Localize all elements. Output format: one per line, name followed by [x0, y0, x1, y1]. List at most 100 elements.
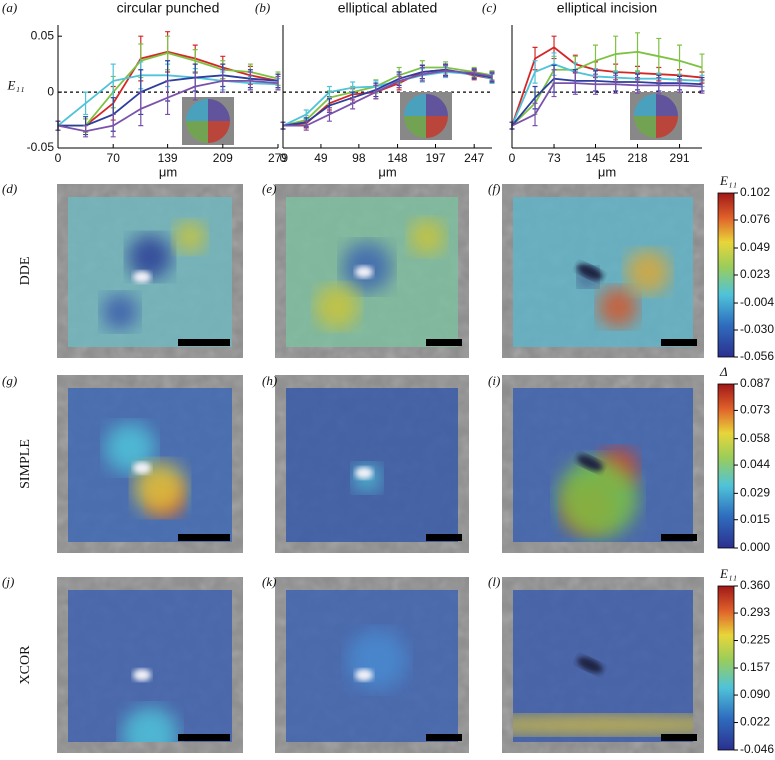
scale-bar — [178, 339, 230, 346]
x-tick-label: 291 — [670, 151, 690, 165]
panel-label: (b) — [255, 0, 270, 15]
panel-label: (d) — [2, 181, 17, 196]
colorbar-tick-label: 0.058 — [740, 431, 770, 445]
panel-label: (i) — [488, 373, 500, 388]
series-line — [511, 50, 703, 127]
overlay-blob — [315, 285, 359, 329]
colorbar-tick-label: 0.073 — [740, 403, 770, 417]
y-tick-label: 0.05 — [31, 28, 55, 42]
colorbar-tick-label: 0.102 — [740, 185, 770, 199]
panel-label: (k) — [262, 574, 276, 589]
overlay-blobs — [102, 221, 206, 330]
inset-sector — [426, 94, 448, 116]
series-line — [57, 80, 279, 133]
colorbar-tick-label: 0.000 — [740, 540, 770, 554]
scale-bar — [661, 339, 697, 346]
x-tick-label: 218 — [627, 151, 647, 165]
series-line — [282, 68, 493, 127]
panel-label: (g) — [2, 373, 17, 388]
x-tick-label: 139 — [158, 151, 178, 165]
overlay-blob — [105, 423, 155, 473]
overlay-blobs — [122, 707, 178, 742]
x-tick-label: 0 — [280, 151, 287, 165]
row-label: XCOR — [18, 645, 33, 685]
colorbar-title: Δ — [719, 364, 728, 379]
x-axis-label: μm — [378, 164, 396, 179]
x-tick-label: 98 — [352, 151, 366, 165]
scale-bar — [661, 734, 697, 741]
colorbar-tick-label: 0.023 — [740, 267, 770, 281]
chart-title: elliptical incision — [557, 0, 657, 16]
scale-bar — [426, 339, 462, 346]
colorbar-tick-label: -0.004 — [740, 295, 774, 309]
inset-sector — [426, 116, 448, 138]
x-axis-label: μm — [159, 164, 177, 179]
row-label: SIMPLE — [18, 439, 33, 489]
scale-bar — [426, 534, 462, 541]
inset-sector — [186, 99, 208, 121]
x-tick-label: 148 — [388, 151, 408, 165]
x-tick-label: 145 — [585, 151, 605, 165]
overlay-blobs — [558, 448, 638, 538]
inset-sector — [404, 116, 426, 138]
overlay-blob — [174, 221, 206, 253]
scale-bar — [661, 534, 697, 541]
x-tick-label: 209 — [213, 151, 233, 165]
series-line — [283, 69, 493, 127]
panel-label: (j) — [2, 574, 14, 589]
inset-sector — [208, 121, 230, 143]
incision — [577, 454, 603, 472]
overlay-blob — [409, 219, 445, 255]
colorbar-tick-label: -0.056 — [740, 349, 774, 363]
x-tick-label: 197 — [425, 151, 445, 165]
overlay-blob — [134, 462, 186, 514]
hole — [355, 266, 373, 278]
series-line — [511, 46, 703, 126]
hole — [133, 462, 151, 474]
x-tick-label: 0 — [55, 151, 62, 165]
panel-label: (l) — [488, 574, 500, 589]
inset-sector — [634, 116, 656, 138]
colorbar-tick-label: 0.022 — [740, 715, 770, 729]
inset-sector — [404, 94, 426, 116]
overlay-blob — [626, 250, 670, 294]
overlay-blob — [598, 287, 638, 327]
colorbar-tick-label: 0.044 — [740, 457, 770, 471]
colorbar-tick-label: 0.225 — [740, 633, 770, 647]
inset-sector — [634, 94, 656, 116]
chart-title: circular punched — [117, 0, 220, 16]
hole — [133, 669, 151, 681]
x-tick-label: 73 — [547, 151, 561, 165]
row-label: DDE — [18, 257, 33, 286]
x-tick-label: 247 — [464, 151, 484, 165]
panel-label: (a) — [2, 0, 17, 15]
scale-bar — [178, 534, 230, 541]
colorbar-tick-label: 0.015 — [740, 512, 770, 526]
overlay-blob — [558, 458, 638, 538]
x-axis-label: μm — [598, 164, 616, 179]
series-line — [58, 52, 279, 127]
series-line — [511, 63, 703, 126]
overlay-blob — [102, 294, 138, 330]
hole — [355, 467, 373, 479]
colorbar-tick-label: 0.049 — [740, 240, 770, 254]
x-tick-label: 49 — [314, 151, 328, 165]
series-line — [511, 77, 703, 127]
colorbar — [717, 585, 735, 751]
overlay-blobs — [347, 630, 407, 690]
colorbar-title: E₁₁ — [719, 173, 737, 188]
colorbar — [717, 192, 735, 358]
series-line — [511, 82, 703, 127]
overlay-blob — [513, 715, 693, 735]
scale-bar — [426, 734, 462, 741]
colorbar-tick-label: -0.030 — [740, 322, 774, 336]
x-tick-label: 70 — [107, 151, 121, 165]
colorbar-tick-label: 0.157 — [740, 660, 770, 674]
incision — [577, 656, 603, 674]
hole — [355, 669, 373, 681]
y-tick-label: -0.05 — [27, 140, 55, 154]
overlay-blob — [128, 235, 172, 279]
